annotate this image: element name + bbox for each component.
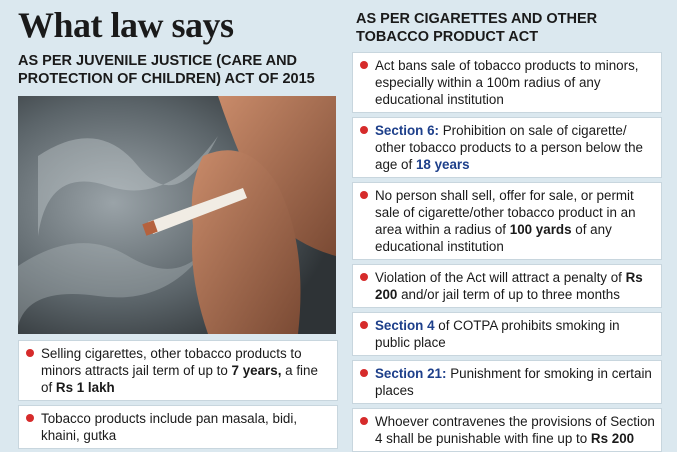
- text: Rs 200: [375, 270, 643, 302]
- text: Section 4: [375, 318, 435, 333]
- text: Rs 1 lakh: [55, 380, 115, 395]
- text: of COTPA prohibits smoking in public pla…: [375, 318, 620, 350]
- text: Section 6:: [375, 123, 439, 138]
- text: of any educational institution: [375, 222, 612, 254]
- text: 100 yards: [509, 222, 572, 237]
- text: Prohibition on sale of cigarette/ other …: [375, 123, 643, 172]
- text: Act bans sale of tobacco products to min…: [375, 58, 639, 107]
- left-bullets: Selling cigarettes, other tobacco produc…: [18, 340, 338, 449]
- text: Section 21:: [375, 366, 447, 381]
- text: Whoever contravenes the provisions of Se…: [375, 414, 655, 446]
- text: 18 years: [415, 157, 470, 172]
- left-heading: AS PER JUVENILE JUSTICE (CARE AND PROTEC…: [18, 53, 315, 87]
- right-bullets: Act bans sale of tobacco products to min…: [352, 52, 662, 452]
- bullet: Violation of the Act will attract a pena…: [352, 264, 662, 308]
- text: 7 years,: [231, 363, 282, 378]
- text: Punishment for smoking in certain places: [375, 366, 652, 398]
- bullet: Whoever contravenes the provisions of Se…: [352, 408, 662, 452]
- title: What law says: [18, 5, 234, 45]
- bullet: Act bans sale of tobacco products to min…: [352, 52, 662, 113]
- text: No person shall sell, offer for sale, or…: [375, 188, 636, 237]
- bullet: Selling cigarettes, other tobacco produc…: [18, 340, 338, 401]
- text: Rs 200: [590, 431, 635, 446]
- bullet: Section 6: Prohibition on sale of cigare…: [352, 117, 662, 178]
- bullet: Section 21: Punishment for smoking in ce…: [352, 360, 662, 404]
- text: a fine of: [41, 363, 318, 395]
- text: Tobacco products include pan masala, bid…: [41, 411, 298, 443]
- bullet: Tobacco products include pan masala, bid…: [18, 405, 338, 449]
- text: Violation of the Act will attract a pena…: [375, 270, 622, 285]
- photo: [18, 96, 336, 334]
- text: and/or jail term of up to three months: [401, 287, 620, 302]
- right-heading: AS PER CIGARETTES AND OTHER TOBACCO PROD…: [356, 11, 598, 45]
- bullet: Section 4 of COTPA prohibits smoking in …: [352, 312, 662, 356]
- bullet: No person shall sell, offer for sale, or…: [352, 182, 662, 260]
- text: Selling cigarettes, other tobacco produc…: [41, 346, 302, 378]
